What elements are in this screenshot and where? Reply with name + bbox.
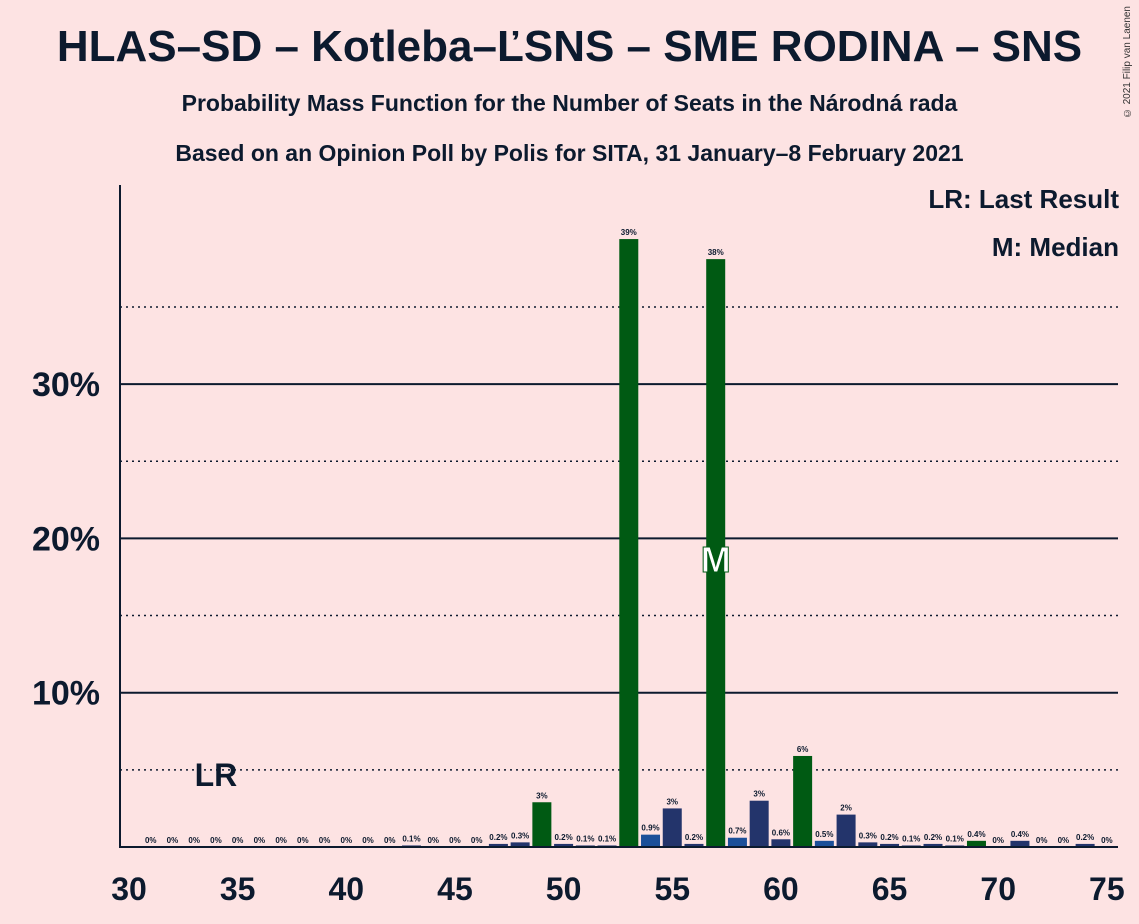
data-label-seat-43: 0.1% (402, 834, 420, 843)
bar-seat-48 (510, 842, 530, 847)
data-label-seat-54: 0.9% (641, 824, 659, 833)
bar-seat-74 (1075, 843, 1095, 847)
bar-seat-54 (641, 834, 661, 847)
bar-seat-55 (662, 808, 682, 847)
y-tick-label: 20% (32, 520, 100, 558)
data-label-seat-65: 0.2% (880, 833, 898, 842)
data-label-seat-72: 0% (1036, 836, 1048, 845)
bar-seat-64 (858, 842, 878, 847)
chart-subtitle: Probability Mass Function for the Number… (181, 90, 958, 116)
data-label-seat-35: 0% (232, 836, 244, 845)
chart-markers: LR M (195, 539, 732, 794)
data-label-seat-33: 0% (188, 836, 200, 845)
data-label-seat-44: 0% (427, 836, 439, 845)
median-marker: M (701, 539, 731, 580)
data-label-seat-39: 0% (319, 836, 331, 845)
bar-seat-58 (727, 837, 747, 847)
data-label-seat-55: 3% (666, 797, 678, 806)
x-tick-label: 45 (437, 871, 473, 907)
data-label-seat-70: 0% (992, 836, 1004, 845)
data-label-seat-36: 0% (254, 836, 266, 845)
bar-seat-61 (793, 755, 813, 847)
x-tick-label: 75 (1089, 871, 1125, 907)
x-tick-label: 70 (980, 871, 1016, 907)
x-tick-label: 55 (654, 871, 690, 907)
x-tick-label: 40 (329, 871, 365, 907)
last-result-marker: LR (195, 757, 238, 793)
x-tick-label: 60 (763, 871, 799, 907)
chart-gridlines: 10% 20% 30% (32, 306, 1118, 771)
data-label-seat-58: 0.7% (728, 827, 746, 836)
data-label-seat-42: 0% (384, 836, 396, 845)
data-label-seat-32: 0% (167, 836, 179, 845)
data-label-seat-57: 38% (708, 248, 724, 257)
bar-seat-50 (554, 843, 574, 847)
data-label-seat-74: 0.2% (1076, 833, 1094, 842)
data-label-seat-68: 0.1% (946, 834, 964, 843)
y-tick-label: 30% (32, 366, 100, 404)
legend-last-result: LR: Last Result (928, 184, 1119, 214)
data-label-seat-51: 0.1% (576, 834, 594, 843)
data-label-seat-61: 6% (797, 745, 809, 754)
bar-seat-47 (488, 843, 508, 847)
data-label-seat-46: 0% (471, 836, 483, 845)
x-tick-label: 50 (546, 871, 582, 907)
x-tick-label: 30 (111, 871, 147, 907)
data-label-seat-37: 0% (275, 836, 287, 845)
data-label-seat-73: 0% (1058, 836, 1070, 845)
data-label-seat-64: 0.3% (859, 831, 877, 840)
bar-seat-69 (966, 840, 986, 847)
bar-seat-49 (532, 802, 552, 847)
data-label-seat-69: 0.4% (967, 830, 985, 839)
bar-seat-71 (1010, 840, 1030, 847)
data-label-seat-67: 0.2% (924, 833, 942, 842)
data-label-seat-56: 0.2% (685, 833, 703, 842)
data-label-seat-38: 0% (297, 836, 309, 845)
data-label-seat-52: 0.1% (598, 834, 616, 843)
bar-seat-62 (814, 840, 834, 847)
legend-median: M: Median (991, 232, 1119, 262)
chart-axes: 30 35 40 45 50 55 60 65 70 75 (111, 185, 1125, 907)
data-label-seat-40: 0% (341, 836, 353, 845)
bar-seat-53 (619, 239, 639, 848)
y-tick-label: 10% (32, 675, 100, 713)
data-label-seat-62: 0.5% (815, 830, 833, 839)
bar-seat-63 (836, 814, 856, 847)
data-label-seat-48: 0.3% (511, 831, 529, 840)
data-label-seat-63: 2% (840, 804, 852, 813)
data-label-seat-50: 0.2% (554, 833, 572, 842)
bar-seat-57 (706, 259, 726, 847)
chart-data-labels: 0% 0% 0% 0% 0% 0% 0% 0% 0% 0% 0% 0% 0.1% 0% 0% 0% 0.2% 0.… (145, 228, 1113, 845)
data-label-seat-34: 0% (210, 836, 222, 845)
data-label-seat-66: 0.1% (902, 834, 920, 843)
chart-title: HLAS–SD – Kotleba–ĽSNS – SME RODINA – SN… (56, 22, 1083, 71)
data-label-seat-31: 0% (145, 836, 157, 845)
bar-seat-67 (923, 843, 943, 847)
x-tick-label: 65 (872, 871, 908, 907)
data-label-seat-59: 3% (753, 790, 765, 799)
data-label-seat-47: 0.2% (489, 833, 507, 842)
bar-seat-56 (684, 843, 704, 847)
data-label-seat-75: 0% (1101, 836, 1113, 845)
x-tick-label: 35 (220, 871, 256, 907)
bar-seat-59 (749, 800, 769, 847)
data-label-seat-45: 0% (449, 836, 461, 845)
data-label-seat-49: 3% (536, 791, 548, 800)
chart-subtitle-source: Based on an Opinion Poll by Polis for SI… (175, 140, 964, 166)
data-label-seat-60: 0.6% (772, 828, 790, 837)
bar-seat-65 (880, 843, 900, 847)
data-label-seat-53: 39% (621, 228, 637, 237)
data-label-seat-71: 0.4% (1011, 830, 1029, 839)
bar-seat-60 (771, 839, 791, 847)
data-label-seat-41: 0% (362, 836, 374, 845)
chart-bars (401, 239, 1095, 848)
